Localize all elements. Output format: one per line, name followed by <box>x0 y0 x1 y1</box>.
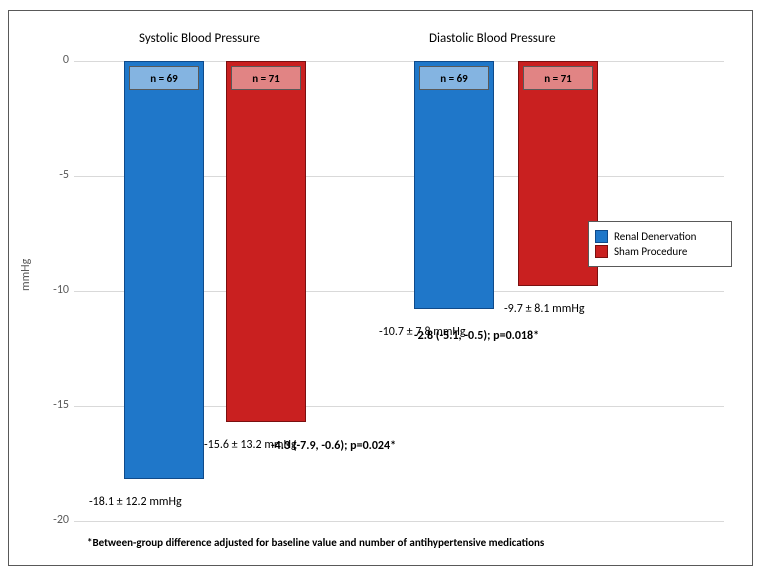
legend-item-rd: Renal Denervation <box>595 230 725 243</box>
bar-rd: n = 69 <box>124 61 204 479</box>
n-label: n = 69 <box>419 66 489 90</box>
ytick: 0 <box>39 53 69 67</box>
group-title-sbp: Systolic Blood Pressure <box>139 31 260 46</box>
ytick: -20 <box>39 513 69 527</box>
footnote: *Between-group difference adjusted for b… <box>87 536 544 549</box>
n-label: n = 69 <box>129 66 199 90</box>
legend-label-rd: Renal Denervation <box>614 230 696 243</box>
value-label: -18.1 ± 12.2 mmHg <box>89 495 182 509</box>
n-label: n = 71 <box>231 66 301 90</box>
value-label: -15.6 ± 13.2 mmHg <box>204 438 297 452</box>
gridline <box>74 521 724 522</box>
ytick: -10 <box>39 283 69 297</box>
swatch-rd-icon <box>595 230 608 243</box>
legend: Renal Denervation Sham Procedure <box>588 221 732 267</box>
ytick: -15 <box>39 398 69 412</box>
swatch-sh-icon <box>595 245 608 258</box>
bar-rd: n = 69 <box>414 61 494 309</box>
n-label: n = 71 <box>523 66 593 90</box>
group-title-dbp: Diastolic Blood Pressure <box>429 31 556 46</box>
y-axis-label: mmHg <box>19 259 33 291</box>
legend-label-sh: Sham Procedure <box>614 245 687 258</box>
chart-frame: Systolic Blood Pressure Diastolic Blood … <box>8 10 753 566</box>
plot-area: n = 69 n = 71 n = 69 n = 71 <box>74 61 724 521</box>
value-label: -9.7 ± 8.1 mmHg <box>504 302 584 316</box>
value-label: -10.7 ± 7.8 mmHg <box>379 325 466 339</box>
legend-item-sh: Sham Procedure <box>595 245 725 258</box>
ytick: -5 <box>39 168 69 182</box>
bar-sh: n = 71 <box>226 61 306 422</box>
bar-sh: n = 71 <box>518 61 598 286</box>
